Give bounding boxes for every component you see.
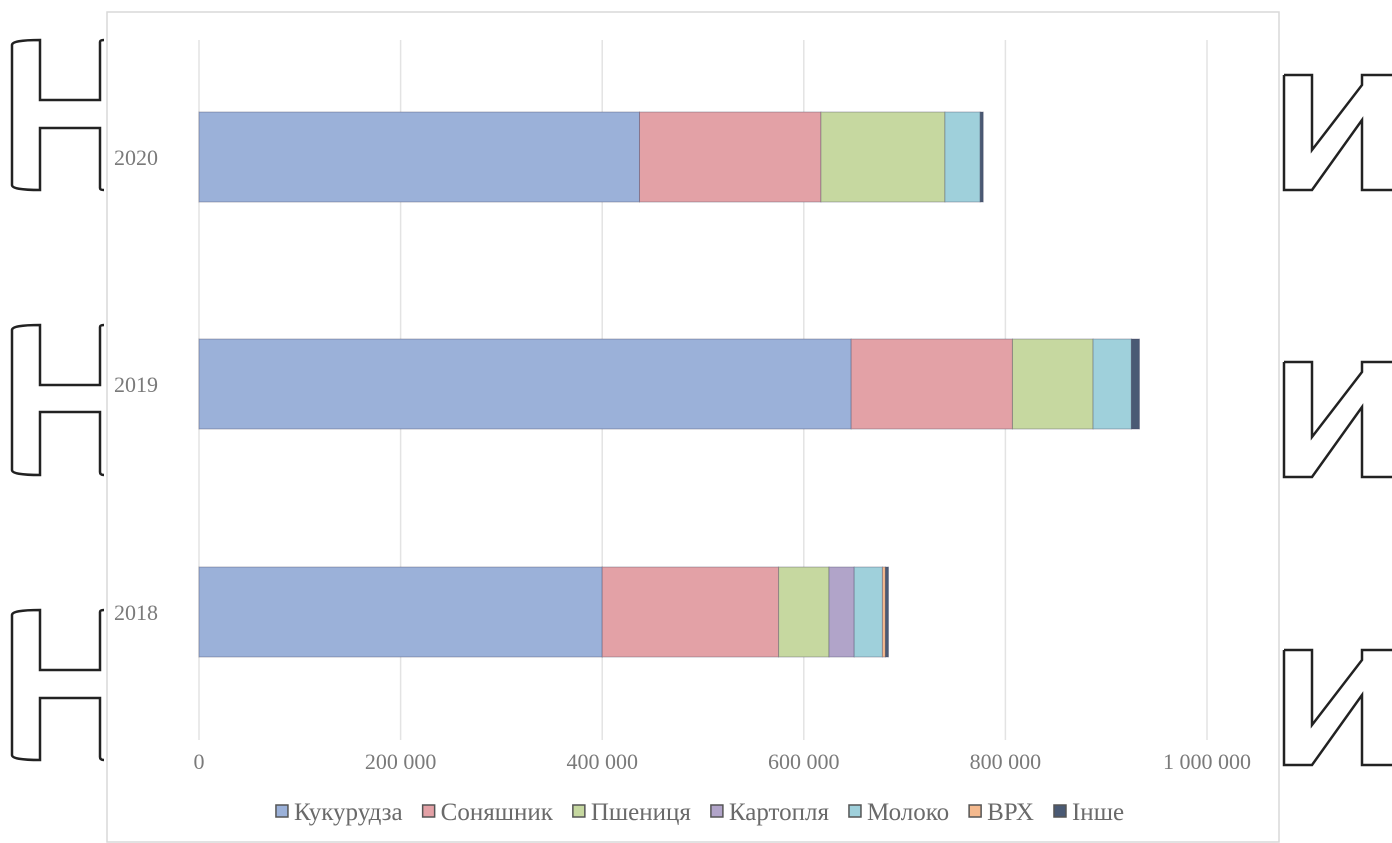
bar-segment: [198, 566, 603, 658]
category-label: 2018: [114, 600, 158, 625]
decorative-glyphs: [10, 38, 1392, 767]
legend-swatch: [848, 804, 862, 818]
bar-segment: [638, 111, 822, 203]
bar-segment: [944, 111, 981, 203]
right-glyph-middle: [1282, 360, 1392, 479]
bar-segment: [198, 338, 852, 430]
legend-label: Інше: [1072, 799, 1124, 826]
x-tick-label: 200 000: [365, 749, 437, 774]
legend-label: Молоко: [867, 799, 949, 826]
legend-swatch: [572, 804, 586, 818]
legend-swatch: [421, 804, 436, 818]
bar-segment: [979, 111, 984, 203]
bar-segment: [853, 566, 883, 658]
left-glyph-middle: [10, 323, 105, 477]
category-label: 2019: [114, 372, 158, 397]
left-glyph-top: [10, 38, 105, 192]
category-labels: 2020 2019 2018: [114, 145, 158, 625]
legend-label: Пшениця: [591, 799, 692, 826]
right-glyph-top: [1282, 73, 1392, 192]
category-label: 2020: [114, 145, 158, 170]
legend-label: Кукурудза: [294, 799, 403, 826]
bar-segment: [884, 566, 889, 658]
right-glyph-bottom: [1282, 648, 1392, 767]
bar-segment: [820, 111, 946, 203]
legend-swatch: [710, 804, 724, 818]
bar-segment: [1011, 338, 1094, 430]
legend: Кукурудза Соняшник Пшениця Картопля Молоко ВР…: [275, 799, 1124, 826]
bar-segment: [198, 111, 640, 203]
legend-swatch: [968, 804, 982, 818]
x-tick-label: 600 000: [768, 749, 840, 774]
x-tick-label: 1 000 000: [1163, 749, 1251, 774]
bar-segment: [1130, 338, 1140, 430]
legend-swatch: [1053, 804, 1067, 818]
legend-label: Соняшник: [441, 799, 554, 826]
bar-segment: [828, 566, 855, 658]
legend-label: Картопля: [729, 799, 830, 826]
bar-segment: [850, 338, 1013, 430]
bar-segment: [778, 566, 830, 658]
bar-segment: [601, 566, 780, 658]
x-tick-label: 400 000: [566, 749, 638, 774]
x-tick-labels: 0 200 000 400 000 600 000 800 000 1 000 000: [194, 749, 1252, 774]
x-tick-label: 0: [194, 749, 205, 774]
legend-label: ВРХ: [987, 799, 1034, 826]
left-glyph-bottom: [10, 608, 105, 762]
bars: [198, 111, 1140, 658]
bar-segment: [1092, 338, 1132, 430]
x-tick-label: 800 000: [970, 749, 1042, 774]
legend-swatch: [275, 804, 289, 818]
